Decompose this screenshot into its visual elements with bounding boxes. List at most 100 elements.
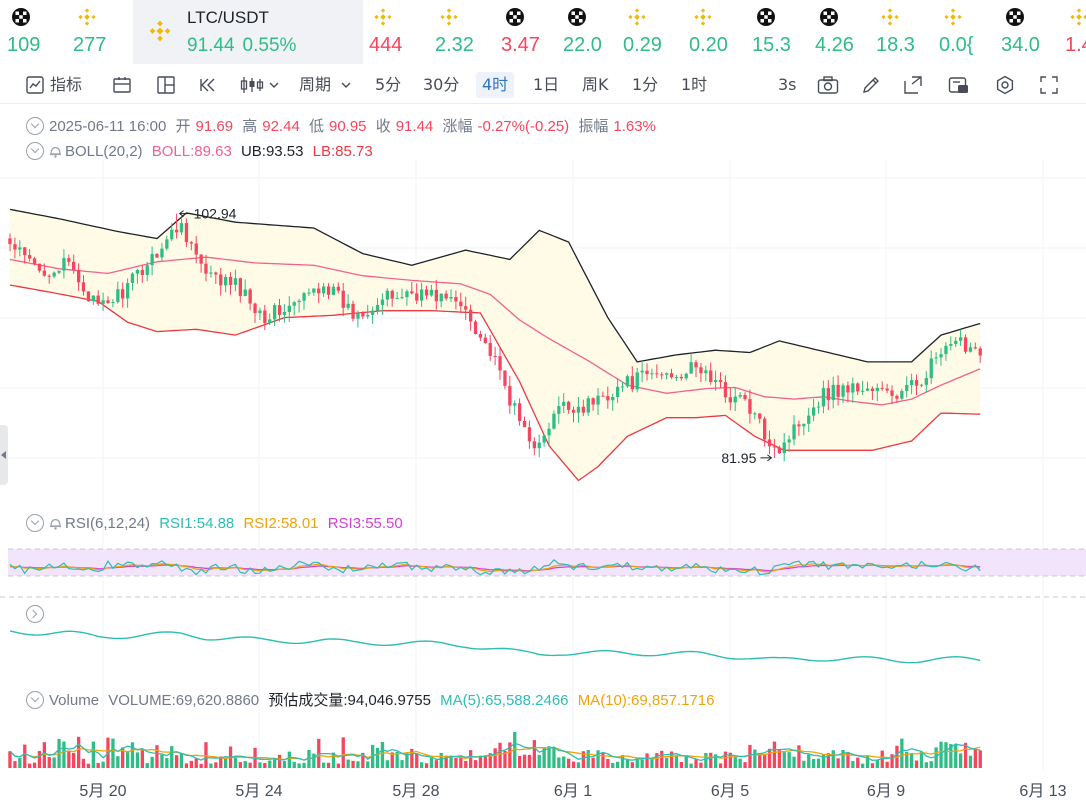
volume-bar: [130, 742, 135, 768]
candle-body: [914, 380, 919, 386]
settings-button[interactable]: [995, 75, 1015, 101]
candle-body: [111, 302, 115, 303]
ticker-price: 4.26: [815, 34, 854, 56]
candle-body: [503, 370, 507, 386]
candle-body: [763, 418, 767, 440]
candle-body: [816, 406, 821, 408]
candle-body: [674, 376, 679, 378]
split-view-button[interactable]: [157, 76, 175, 102]
candle-body: [263, 310, 267, 324]
volume-bar: [469, 750, 473, 768]
ticker-item[interactable]: S0.0{: [932, 0, 978, 64]
collapse-toggle-icon[interactable]: [26, 691, 44, 709]
volume-bar: [297, 763, 301, 768]
candle-body: [37, 263, 42, 271]
ticker-item[interactable]: S3.47: [494, 0, 540, 64]
volume-bar: [42, 742, 46, 768]
candle-body: [189, 242, 193, 244]
collapsed-pane-toggle[interactable]: [26, 605, 49, 625]
screenshot-button[interactable]: [817, 75, 839, 101]
ticker-price: 0.0{: [939, 34, 974, 56]
ticker-item[interactable]: X2.32: [428, 0, 474, 64]
add-window-button[interactable]: [903, 75, 923, 101]
candle-body: [831, 384, 835, 401]
candle-body: [72, 261, 76, 270]
candle-body: [346, 303, 350, 308]
refresh-rate[interactable]: 3s: [778, 75, 797, 94]
bnb-icon: [78, 8, 96, 26]
ticker-item[interactable]: B34.0: [994, 0, 1040, 64]
volume-bar: [23, 744, 27, 768]
interval-tab[interactable]: 1分: [632, 75, 659, 94]
volume-bar: [219, 756, 223, 768]
volume-bar: [81, 758, 86, 768]
layout-button[interactable]: [113, 76, 131, 102]
draw-button[interactable]: [861, 75, 881, 101]
volume-bar: [767, 748, 772, 768]
collapse-toggle-icon[interactable]: [26, 142, 44, 160]
replay-button[interactable]: [199, 76, 217, 102]
indicator-button[interactable]: 指标: [26, 72, 82, 98]
volume-bar: [949, 744, 953, 768]
candle-body: [753, 413, 757, 415]
volume-bar: [718, 763, 723, 768]
candle-body: [473, 321, 478, 334]
active-ticker[interactable]: LTC/USDT 91.44 0.55%: [133, 0, 363, 64]
ticker-item[interactable]: A22.0: [556, 0, 602, 64]
volume-bar: [282, 760, 287, 768]
collapse-toggle-icon[interactable]: [26, 514, 44, 532]
candle-body: [856, 383, 860, 392]
fullscreen-button[interactable]: [1039, 75, 1059, 101]
candle-body: [723, 382, 728, 398]
candle-body: [238, 278, 242, 296]
min-price-label: 81.95: [721, 450, 756, 466]
collapse-toggle-icon[interactable]: [26, 117, 44, 135]
volume-bar: [361, 752, 365, 768]
bell-icon[interactable]: [49, 516, 62, 530]
ticker-item[interactable]: L18.3: [869, 0, 915, 64]
ticker-item[interactable]: D4.26: [808, 0, 854, 64]
ticker-item[interactable]: B109: [0, 0, 46, 64]
candle-body: [959, 337, 963, 341]
volume-bar: [576, 762, 581, 768]
interval-tab[interactable]: 1日: [533, 75, 560, 94]
chart-type-button[interactable]: [240, 76, 280, 102]
candle-body: [532, 441, 536, 449]
volume-bar: [728, 752, 732, 768]
candle-body: [635, 372, 639, 390]
volume-bar: [18, 758, 22, 768]
template-button[interactable]: [948, 75, 970, 101]
candle-body: [924, 378, 928, 385]
volume-bar: [498, 742, 502, 768]
side-panel-handle[interactable]: [0, 425, 8, 485]
volume-bar: [660, 750, 664, 768]
volume-bar: [184, 763, 189, 768]
volume-bar: [375, 748, 380, 768]
interval-tab[interactable]: 周K: [582, 75, 609, 94]
ticker-item[interactable]: E444: [362, 0, 408, 64]
ticker-item[interactable]: E277: [66, 0, 112, 64]
ticker-item[interactable]: D0.20: [682, 0, 728, 64]
interval-tab[interactable]: 5分: [375, 75, 402, 94]
candle-body: [18, 247, 22, 250]
volume-bar: [689, 763, 693, 768]
volume-bar: [870, 763, 875, 768]
candle-body: [67, 258, 71, 262]
interval-tab[interactable]: 1时: [681, 75, 708, 94]
ticker-item[interactable]: T0.29: [616, 0, 662, 64]
ticker-item[interactable]: 1.4: [1058, 0, 1086, 64]
active-ticker-last: 91.44: [187, 35, 235, 56]
period-dropdown[interactable]: 周期: [299, 72, 352, 98]
candle-body: [552, 413, 556, 429]
interval-tab[interactable]: 4时: [476, 72, 515, 98]
interval-tab[interactable]: 30分: [423, 75, 460, 94]
candle-body: [449, 297, 453, 299]
candle-body: [581, 406, 585, 413]
ticker-item[interactable]: L15.3: [745, 0, 791, 64]
max-price-label: 102.94: [194, 206, 237, 222]
expand-toggle-icon[interactable]: [26, 605, 44, 623]
volume-bar: [214, 762, 218, 768]
bell-icon[interactable]: [49, 144, 62, 158]
